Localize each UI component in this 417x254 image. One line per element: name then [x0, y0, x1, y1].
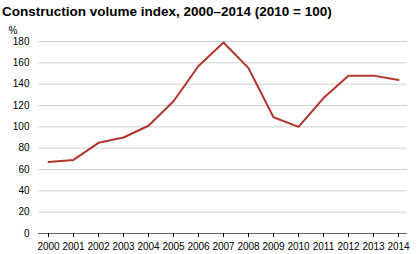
- svg-text:140: 140: [13, 78, 30, 89]
- svg-text:2004: 2004: [137, 241, 160, 252]
- svg-text:2000: 2000: [37, 241, 60, 252]
- svg-text:80: 80: [18, 142, 30, 153]
- svg-text:120: 120: [13, 100, 30, 111]
- svg-text:180: 180: [13, 36, 30, 47]
- svg-text:160: 160: [13, 57, 30, 68]
- svg-text:2011: 2011: [313, 241, 335, 252]
- svg-text:%: %: [9, 25, 18, 36]
- svg-text:2002: 2002: [87, 241, 110, 252]
- svg-text:2008: 2008: [237, 241, 260, 252]
- svg-text:60: 60: [18, 164, 30, 175]
- svg-text:20: 20: [18, 206, 30, 217]
- svg-text:0: 0: [24, 228, 30, 239]
- svg-text:2012: 2012: [337, 241, 360, 252]
- svg-text:2013: 2013: [362, 241, 385, 252]
- svg-text:40: 40: [18, 185, 30, 196]
- svg-text:2007: 2007: [212, 241, 235, 252]
- svg-text:100: 100: [13, 121, 30, 132]
- svg-text:2005: 2005: [162, 241, 185, 252]
- svg-text:2014: 2014: [387, 241, 410, 252]
- svg-text:2006: 2006: [187, 241, 210, 252]
- svg-text:2010: 2010: [287, 241, 310, 252]
- html-text:Construction volume index, 200: Construction volume index, 2000–2014 (20…: [2, 4, 332, 19]
- svg-text:2009: 2009: [262, 241, 285, 252]
- svg-text:2003: 2003: [112, 241, 135, 252]
- svg-text:2001: 2001: [62, 241, 85, 252]
